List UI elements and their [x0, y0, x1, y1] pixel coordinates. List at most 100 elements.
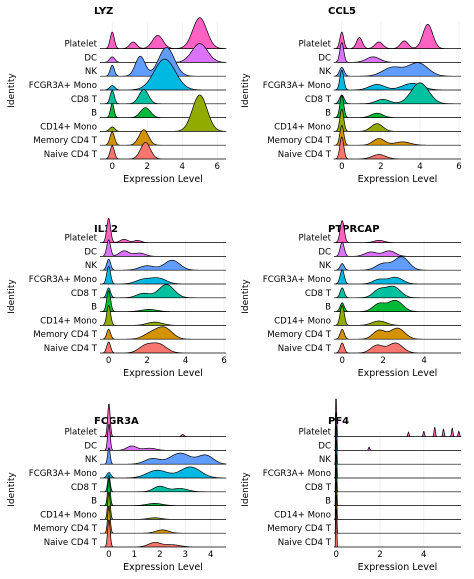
ridge-platelet	[100, 17, 227, 49]
x-tick-label: 4	[183, 356, 188, 366]
ridge-platelet	[100, 403, 226, 437]
y-tick-label: CD8 T	[71, 483, 98, 493]
y-tick-label: CD14+ Mono	[40, 316, 97, 326]
panel-title: IL32	[94, 224, 118, 235]
y-tick-label: DC	[84, 441, 97, 451]
ridge-fcgr3a-mono	[333, 269, 461, 285]
x-tick-label: 0	[106, 356, 111, 366]
ridge-b	[334, 467, 461, 506]
x-tick-label: 0	[333, 550, 338, 560]
ridge-cd8-t	[333, 82, 461, 105]
ridge-cd8-t	[333, 285, 461, 299]
x-axis-title: Expression Level	[358, 562, 438, 573]
x-tick-label: 4	[208, 550, 213, 560]
y-tick-label: FCGR3A+ Mono	[29, 469, 97, 479]
ridge-cd14-mono	[100, 491, 226, 520]
panel-fcgr3a: FCGR3A Identity Naive CD4 T Memory CD4 T CD1…	[7, 403, 227, 573]
y-tick-label: Naive CD4 T	[44, 150, 98, 160]
ridge-fcgr3a-mono	[333, 69, 461, 91]
y-tick-label: DC	[318, 441, 331, 451]
y-tick-label: FCGR3A+ Mono	[263, 469, 331, 479]
ridge-dc	[333, 241, 461, 257]
ridge-nk	[333, 62, 461, 77]
y-tick-label: Platelet	[64, 40, 97, 50]
x-tick-label: 0	[339, 162, 344, 172]
y-tick-label: Memory CD4 T	[267, 524, 331, 534]
ridge-nk	[333, 256, 461, 271]
y-tick-label: CD14+ Mono	[274, 510, 331, 520]
ridge-platelet	[333, 219, 461, 243]
panel-title: LYZ	[94, 6, 113, 17]
ridge-dc	[333, 42, 461, 63]
y-tick-label: DC	[84, 53, 97, 63]
y-tick-label: Naive CD4 T	[278, 538, 332, 548]
ridge-b	[100, 478, 226, 506]
y-tick-label: Platelet	[64, 428, 97, 438]
ridge-naive-cd4-t	[333, 136, 461, 160]
y-tick-label: Memory CD4 T	[33, 136, 97, 146]
ridge-platelet	[334, 398, 462, 437]
x-tick-label: 6	[215, 162, 220, 172]
y-tick-label: CD14+ Mono	[274, 122, 331, 132]
y-tick-label: B	[325, 497, 331, 507]
y-tick-label: FCGR3A+ Mono	[29, 81, 97, 91]
ridge-nk	[100, 447, 227, 465]
ridge-memory-cd4-t	[100, 129, 226, 146]
y-tick-label: B	[91, 303, 97, 313]
ridge-memory-cd4-t	[334, 495, 461, 534]
x-tick-label: 4	[180, 162, 185, 172]
ridge-fcgr3a-mono	[100, 265, 226, 285]
x-tick-label: 2	[377, 550, 382, 560]
y-tick-label: Platelet	[64, 234, 97, 244]
ridge-dc	[100, 239, 226, 257]
ridge-naive-cd4-t	[100, 519, 226, 548]
ridge-memory-cd4-t	[100, 326, 226, 340]
ridge-cd14-mono	[334, 481, 461, 520]
y-tick-label: Platelet	[298, 40, 331, 50]
x-tick-label: 0	[110, 162, 115, 172]
x-tick-label: 2	[378, 162, 383, 172]
y-tick-label: NK	[319, 67, 331, 77]
x-tick-label: 6	[221, 356, 226, 366]
ridge-fcgr3a-mono	[100, 58, 226, 91]
ridge-platelet	[100, 217, 226, 243]
y-tick-label: Naive CD4 T	[278, 344, 332, 354]
y-tick-label: FCGR3A+ Mono	[29, 275, 97, 285]
y-tick-label: CD8 T	[305, 483, 332, 493]
y-axis-title: Identity	[241, 472, 251, 507]
ridge-naive-cd4-t	[333, 342, 461, 354]
y-axis-title: Identity	[7, 73, 17, 108]
x-tick-label: 0	[339, 356, 344, 366]
panel-lyz: LYZ Identity Naive CD4 T Memory CD4 T CD14+ …	[7, 6, 227, 185]
ridge-nk	[334, 426, 461, 465]
x-tick-label: 3	[183, 550, 188, 560]
ridge-dc	[334, 412, 461, 451]
y-tick-label: DC	[84, 247, 97, 257]
x-tick-label: 4	[417, 162, 422, 172]
ridge-naive-cd4-t	[100, 341, 226, 354]
x-axis-title: Expression Level	[123, 562, 203, 573]
ridge-cd8-t	[100, 89, 226, 105]
ridge-b	[333, 299, 461, 312]
ridge-cd8-t	[334, 453, 461, 493]
x-axis-title: Expression Level	[123, 174, 203, 185]
ridge-dc	[100, 423, 226, 451]
panel-title: FCGR3A	[94, 416, 139, 427]
ridge-cd14-mono	[333, 109, 461, 132]
y-tick-label: DC	[318, 53, 331, 63]
x-tick-label: 2	[144, 356, 149, 366]
y-tick-label: B	[325, 303, 331, 313]
ridge-b	[100, 290, 226, 312]
x-tick-label: 2	[380, 356, 385, 366]
y-tick-label: NK	[85, 67, 97, 77]
y-tick-label: NK	[85, 455, 97, 465]
panel-title: PTPRCAP	[328, 224, 380, 235]
y-tick-label: Memory CD4 T	[33, 330, 97, 340]
y-tick-label: Memory CD4 T	[267, 136, 331, 146]
y-tick-label: Platelet	[298, 234, 331, 244]
y-tick-label: Naive CD4 T	[44, 344, 98, 354]
y-tick-label: CD8 T	[71, 289, 98, 299]
y-tick-label: DC	[318, 247, 331, 257]
ridge-memory-cd4-t	[333, 125, 461, 146]
